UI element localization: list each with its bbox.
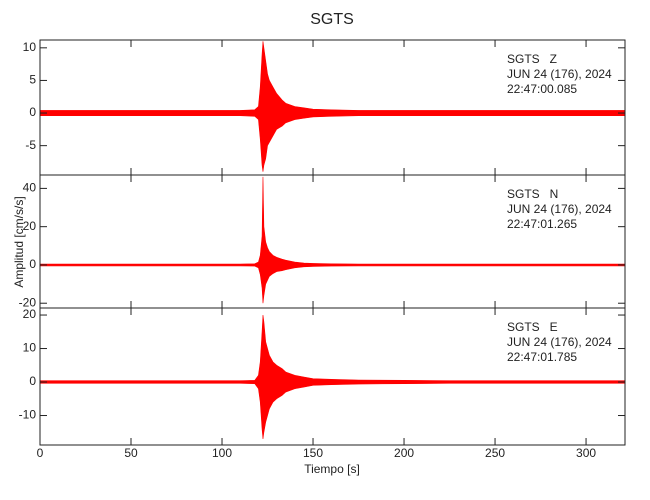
- annotation: JUN 24 (176), 2024: [507, 335, 612, 349]
- y-tick-label: 0: [29, 105, 36, 119]
- annotation: JUN 24 (176), 2024: [507, 202, 612, 216]
- x-tick-label: 50: [124, 446, 138, 460]
- annotation: SGTS Z: [507, 52, 557, 66]
- annotation: 22:47:00.085: [507, 82, 577, 96]
- annotation: SGTS E: [507, 320, 558, 334]
- annotation: JUN 24 (176), 2024: [507, 67, 612, 81]
- y-tick-label: -5: [25, 138, 36, 152]
- y-axis-label: Amplitud [cm/s/s]: [12, 196, 26, 287]
- y-tick-label: 0: [29, 374, 36, 388]
- x-tick-label: 0: [37, 446, 44, 460]
- y-tick-label: 5: [29, 73, 36, 87]
- y-tick-label: 10: [23, 40, 37, 54]
- y-tick-label: 40: [23, 181, 37, 195]
- x-tick-label: 150: [303, 446, 323, 460]
- x-tick-label: 250: [485, 446, 505, 460]
- y-tick-label: -20: [19, 295, 37, 309]
- x-tick-label: 200: [394, 446, 414, 460]
- x-axis-label: Tiempo [s]: [304, 462, 360, 476]
- chart-title: SGTS: [310, 11, 354, 28]
- y-tick-label: 20: [23, 219, 37, 233]
- y-tick-label: -10: [19, 408, 37, 422]
- annotation: 22:47:01.785: [507, 350, 577, 364]
- annotation: 22:47:01.265: [507, 217, 577, 231]
- annotation: SGTS N: [507, 187, 558, 201]
- x-tick-label: 100: [212, 446, 232, 460]
- y-tick-label: 0: [29, 257, 36, 271]
- x-tick-label: 300: [576, 446, 596, 460]
- y-tick-label: 20: [23, 307, 37, 321]
- y-tick-label: 10: [23, 341, 37, 355]
- panel-frame: [39, 307, 626, 446]
